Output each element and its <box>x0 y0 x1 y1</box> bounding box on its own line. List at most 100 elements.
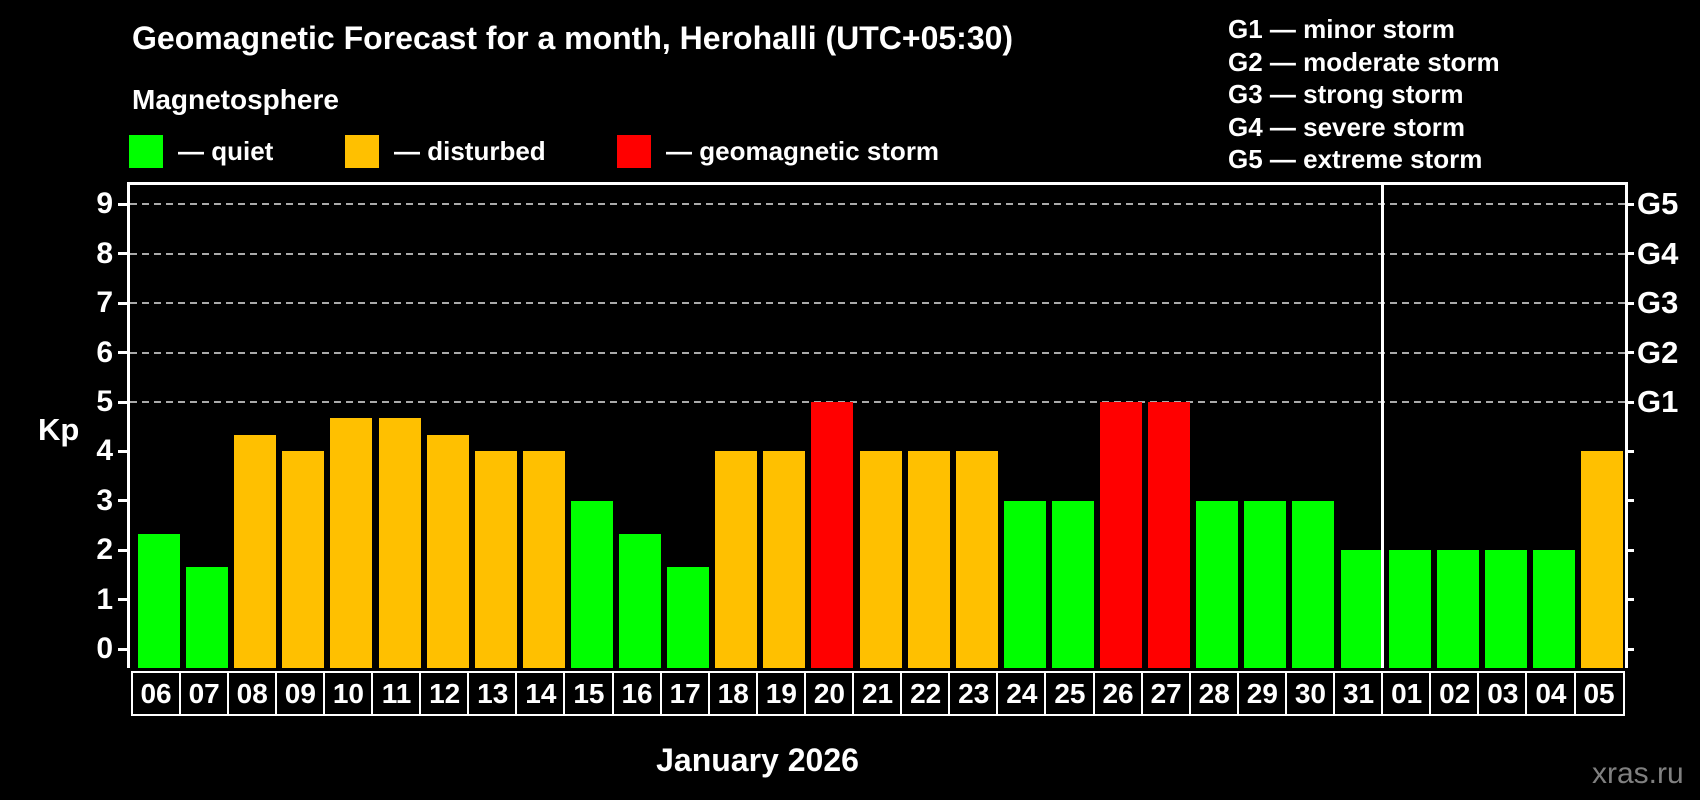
date-label-15: 15 <box>563 671 615 716</box>
date-label-16: 16 <box>611 671 663 716</box>
right-axis-label-g3: G3 <box>1637 285 1679 321</box>
y-tick-left-2 <box>118 548 128 552</box>
kp-bar-day-21 <box>859 451 902 668</box>
y-axis-title: Kp <box>38 412 80 447</box>
kp-bar-day-04 <box>1532 550 1575 668</box>
kp-bar-day-25 <box>1051 500 1094 668</box>
g4-legend-line: G4 — severe storm <box>1228 111 1466 142</box>
kp-bar-day-22 <box>907 451 950 668</box>
date-label-23: 23 <box>948 671 1000 716</box>
y-tick-right-2 <box>1625 548 1634 552</box>
gridline-kp6 <box>130 351 1625 354</box>
kp-bar-day-10 <box>330 418 373 668</box>
kp-bar-day-02 <box>1436 550 1479 668</box>
date-label-26: 26 <box>1092 671 1144 716</box>
legend-label-disturbed: — disturbed <box>394 136 546 166</box>
date-label-20: 20 <box>803 671 855 716</box>
y-tick-left-5 <box>118 400 128 404</box>
chart-title: Geomagnetic Forecast for a month, Heroha… <box>132 20 1014 56</box>
date-label-01: 01 <box>1381 671 1433 716</box>
kp-bar-day-12 <box>426 435 469 668</box>
date-label-31: 31 <box>1333 671 1385 716</box>
kp-bar-day-24 <box>1003 500 1046 668</box>
legend-item-storm: — geomagnetic storm <box>617 135 939 168</box>
kp-bar-day-01 <box>1388 550 1431 668</box>
month-label: January 2026 <box>656 742 859 778</box>
kp-bar-day-31 <box>1340 550 1383 668</box>
right-axis-label-g4: G4 <box>1637 235 1679 271</box>
y-tick-right-7 <box>1625 301 1634 305</box>
y-tick-right-1 <box>1625 598 1634 602</box>
y-tick-left-8 <box>118 252 128 256</box>
date-label-11: 11 <box>371 671 423 716</box>
y-tick-label-1: 1 <box>96 582 113 616</box>
kp-bar-day-29 <box>1244 500 1287 668</box>
legend-item-quiet: — quiet <box>129 135 273 168</box>
kp-bar-day-17 <box>667 566 710 668</box>
y-tick-left-9 <box>118 202 128 206</box>
kp-bar-day-26 <box>1100 402 1142 668</box>
date-label-04: 04 <box>1525 671 1577 716</box>
y-tick-left-6 <box>118 351 128 355</box>
kp-bar-day-03 <box>1484 550 1527 668</box>
kp-bar-day-30 <box>1292 500 1335 668</box>
g1-legend-line: G1 — minor storm <box>1228 14 1455 44</box>
y-tick-right-4 <box>1625 449 1634 453</box>
date-label-12: 12 <box>419 671 471 716</box>
y-tick-label-3: 3 <box>96 483 113 517</box>
plot-area <box>118 182 1634 668</box>
date-label-30: 30 <box>1284 671 1336 716</box>
y-tick-left-1 <box>118 598 128 602</box>
date-label-07: 07 <box>178 671 230 716</box>
month-separator-line <box>1381 185 1385 668</box>
kp-bar-day-23 <box>955 451 998 668</box>
chart-subtitle: Magnetosphere <box>132 84 339 115</box>
date-label-17: 17 <box>659 671 711 716</box>
date-label-25: 25 <box>1044 671 1096 716</box>
kp-bar-day-28 <box>1196 500 1239 668</box>
date-label-05: 05 <box>1573 671 1625 716</box>
kp-bar-day-27 <box>1148 402 1191 668</box>
y-tick-right-6 <box>1625 351 1634 355</box>
date-label-22: 22 <box>900 671 952 716</box>
date-label-02: 02 <box>1429 671 1481 716</box>
date-label-27: 27 <box>1140 671 1192 716</box>
legend-item-disturbed: — disturbed <box>345 135 546 168</box>
y-tick-left-3 <box>118 499 128 503</box>
date-label-19: 19 <box>755 671 807 716</box>
y-tick-right-8 <box>1625 252 1634 256</box>
date-label-13: 13 <box>467 671 519 716</box>
y-tick-left-0 <box>118 647 128 651</box>
date-label-21: 21 <box>852 671 904 716</box>
date-label-09: 09 <box>274 671 326 716</box>
g-scale-legend: G1 — minor storm G2 — moderate storm G3 … <box>1228 13 1500 176</box>
kp-bar-day-14 <box>522 451 565 668</box>
y-tick-right-9 <box>1625 202 1634 206</box>
quiet-color-swatch <box>129 135 163 168</box>
y-tick-label-4: 4 <box>96 434 113 468</box>
right-axis-label-g5: G5 <box>1637 186 1679 222</box>
kp-bar-day-09 <box>282 451 325 668</box>
kp-bar-day-20 <box>811 402 854 668</box>
storm-color-swatch <box>617 135 651 168</box>
watermark-xras: xras.ru <box>1592 757 1684 790</box>
y-tick-label-9: 9 <box>96 187 113 221</box>
kp-bar-day-05 <box>1581 451 1623 668</box>
date-label-14: 14 <box>515 671 567 716</box>
kp-bar-day-18 <box>715 451 758 668</box>
y-tick-left-7 <box>118 301 128 305</box>
g2-legend-line: G2 — moderate storm <box>1228 46 1500 77</box>
y-tick-right-5 <box>1625 400 1634 404</box>
date-label-10: 10 <box>322 671 374 716</box>
date-label-08: 08 <box>226 671 278 716</box>
kp-bar-day-11 <box>378 418 421 668</box>
y-tick-right-3 <box>1625 499 1634 503</box>
g3-legend-line: G3 — strong storm <box>1228 79 1464 109</box>
y-tick-right-0 <box>1625 647 1634 651</box>
date-label-28: 28 <box>1188 671 1240 716</box>
legend-label-quiet: — quiet <box>178 136 274 166</box>
y-tick-label-2: 2 <box>96 533 113 567</box>
date-label-24: 24 <box>996 671 1048 716</box>
kp-bar-day-19 <box>763 451 806 668</box>
